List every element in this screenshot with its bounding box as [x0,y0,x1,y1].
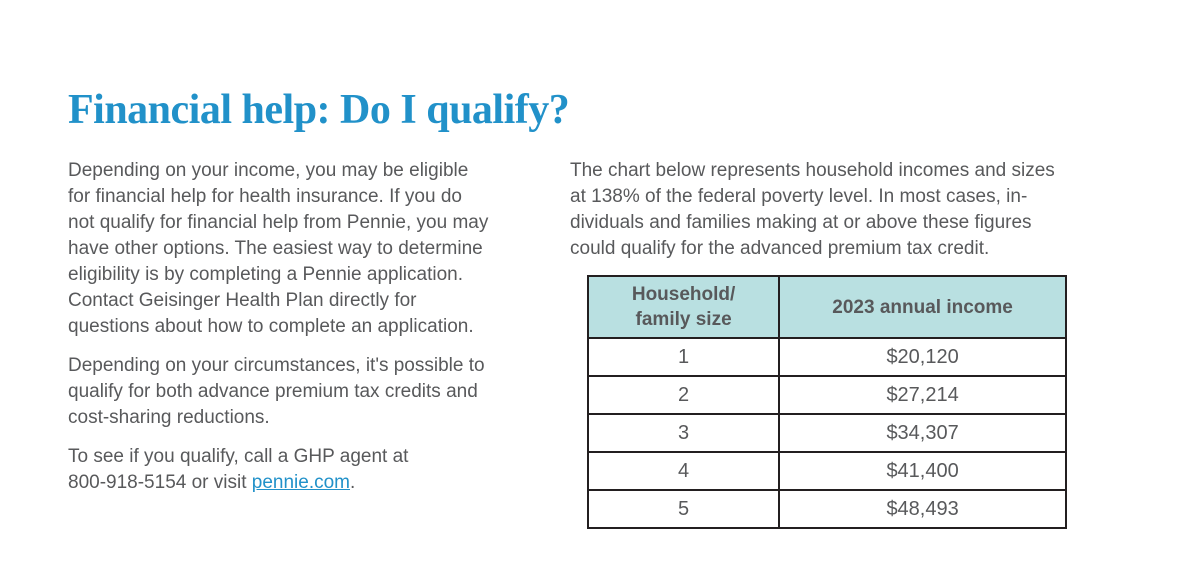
annual-income-cell: $41,400 [778,451,1067,491]
household-size-cell: 5 [586,489,781,529]
household-size-cell: 4 [586,451,781,491]
table-row: 5 $48,493 [586,489,1067,529]
cta-text-after: . [350,472,356,493]
household-size-cell: 3 [586,413,781,453]
page-title: Financial help: Do I qualify? [68,87,570,134]
chart-intro-paragraph: The chart below represents household inc… [570,160,1055,259]
table-row: 2 $27,214 [586,375,1067,415]
pennie-link[interactable]: pennie.com [251,472,351,493]
table-header-household: Household/ family size [586,275,781,339]
right-text-column: The chart below represents household inc… [570,158,1090,529]
household-size-cell: 2 [586,375,781,415]
table-header-income: 2023 annual income [778,275,1067,339]
table-row: 1 $20,120 [586,337,1067,377]
table-row: 4 $41,400 [586,451,1067,491]
annual-income-cell: $20,120 [778,337,1067,377]
table-row: 3 $34,307 [586,413,1067,453]
income-table-container: Household/ family size 2023 annual incom… [586,275,1090,529]
circumstances-paragraph: Depending on your circumstances, it's po… [68,355,485,428]
income-table: Household/ family size 2023 annual incom… [586,275,1067,529]
household-size-cell: 1 [586,337,781,377]
cta-text-before: To see if you qualify, call a GHP agent … [68,446,409,493]
eligibility-paragraph: Depending on your income, you may be eli… [68,160,489,337]
annual-income-cell: $48,493 [778,489,1067,529]
annual-income-cell: $34,307 [778,413,1067,453]
table-header-row: Household/ family size 2023 annual incom… [586,275,1067,339]
cta-paragraph: To see if you qualify, call a GHP agent … [68,444,543,496]
left-text-column: Depending on your income, you may be eli… [68,158,543,509]
annual-income-cell: $27,214 [778,375,1067,415]
